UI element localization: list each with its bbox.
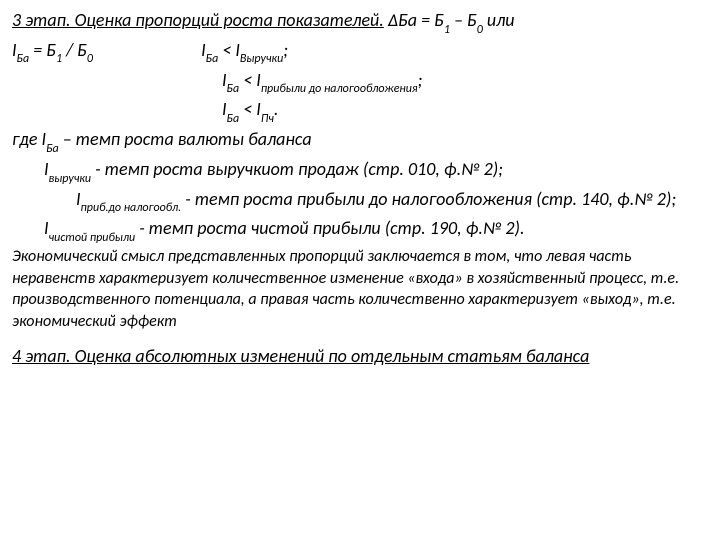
f1-s1: 1 xyxy=(444,23,450,37)
def3: Iчистой прибыли - темп роста чистой приб… xyxy=(12,216,708,244)
ineq1: IБа < IВыручки; xyxy=(201,39,288,61)
formula-delta: ∆Ба = Б1 – Б0 или xyxy=(388,9,515,31)
ineq3: IБа < IПч. xyxy=(222,98,278,120)
d3-pre: I xyxy=(44,217,49,239)
d2-post: - темп роста прибыли до налогообложения … xyxy=(185,188,676,210)
d2-pre: I xyxy=(44,188,81,210)
i1-op: < I xyxy=(218,39,240,61)
w-pre: где I xyxy=(12,128,46,150)
i2-ls: Ба xyxy=(227,82,240,96)
f2-eq: = Б xyxy=(29,39,56,61)
formula-index: IБа = Б1 / Б0 xyxy=(12,39,97,61)
i3-rs: Пч xyxy=(261,112,274,126)
formula-row: IБа = Б1 / Б0 IБа < IВыручки; xyxy=(12,38,708,66)
d1-pre: I xyxy=(44,158,49,180)
i3-l: I xyxy=(222,98,227,120)
i1-e: ; xyxy=(283,39,288,61)
f1-pre: ∆Ба = Б xyxy=(388,9,444,31)
d3-sub: чистой прибыли xyxy=(49,231,136,245)
i3-op: < I xyxy=(239,98,261,120)
i1-l: I xyxy=(201,39,206,61)
w-sub: Ба xyxy=(46,142,59,156)
f1-suf: или xyxy=(483,9,515,31)
i2-e: ; xyxy=(418,69,423,91)
i1-ls: Ба xyxy=(206,52,219,66)
stage3-title: 3 этап. Оценка пропорций роста показател… xyxy=(12,9,384,31)
ineq3-row: IБа < IПч. xyxy=(12,97,708,125)
def1: Iвыручки - темп роста выручкиот продаж (… xyxy=(12,157,708,185)
f1-s2: 0 xyxy=(477,23,483,37)
f1-mid: – Б xyxy=(450,9,477,31)
stage4-heading: 4 этап. Оценка абсолютных изменений по о… xyxy=(12,339,708,373)
i3-e: . xyxy=(274,98,279,120)
f2-pre: I xyxy=(12,39,17,61)
i2-op: < I xyxy=(239,69,261,91)
ineq2-row: IБа < Iприбыли до налогообложения; xyxy=(12,68,708,96)
i3-ls: Ба xyxy=(227,112,240,126)
economic-sense: Экономический смысл представленных пропо… xyxy=(12,246,708,332)
i2-rs: прибыли до налогообложения xyxy=(261,82,418,96)
f2-s1: 1 xyxy=(56,52,62,66)
d2-lead: Iприб.до налогообл. xyxy=(12,188,185,210)
d1-post: - темп роста выручкиот продаж (стр. 010,… xyxy=(91,158,503,180)
i1-rs: Выручки xyxy=(240,52,283,66)
d3-post: - темп роста чистой прибыли (стр. 190, ф… xyxy=(135,217,524,239)
f2-div: / Б xyxy=(62,39,87,61)
d2-sub: приб.до налогообл. xyxy=(81,201,182,215)
d1-sub: выручки xyxy=(49,172,92,186)
ineq2: IБа < Iприбыли до налогообложения; xyxy=(222,69,422,91)
def2: Iприб.до налогообл. - темп роста прибыли… xyxy=(12,187,708,215)
i2-l: I xyxy=(222,69,227,91)
def-where: где IБа – темп роста валюты баланса xyxy=(12,127,708,155)
f2-s2: 0 xyxy=(87,52,93,66)
w-post: – темп роста валюты баланса xyxy=(59,128,312,150)
stage3-heading: 3 этап. Оценка пропорций роста показател… xyxy=(12,8,708,36)
f2-s: Ба xyxy=(17,52,30,66)
